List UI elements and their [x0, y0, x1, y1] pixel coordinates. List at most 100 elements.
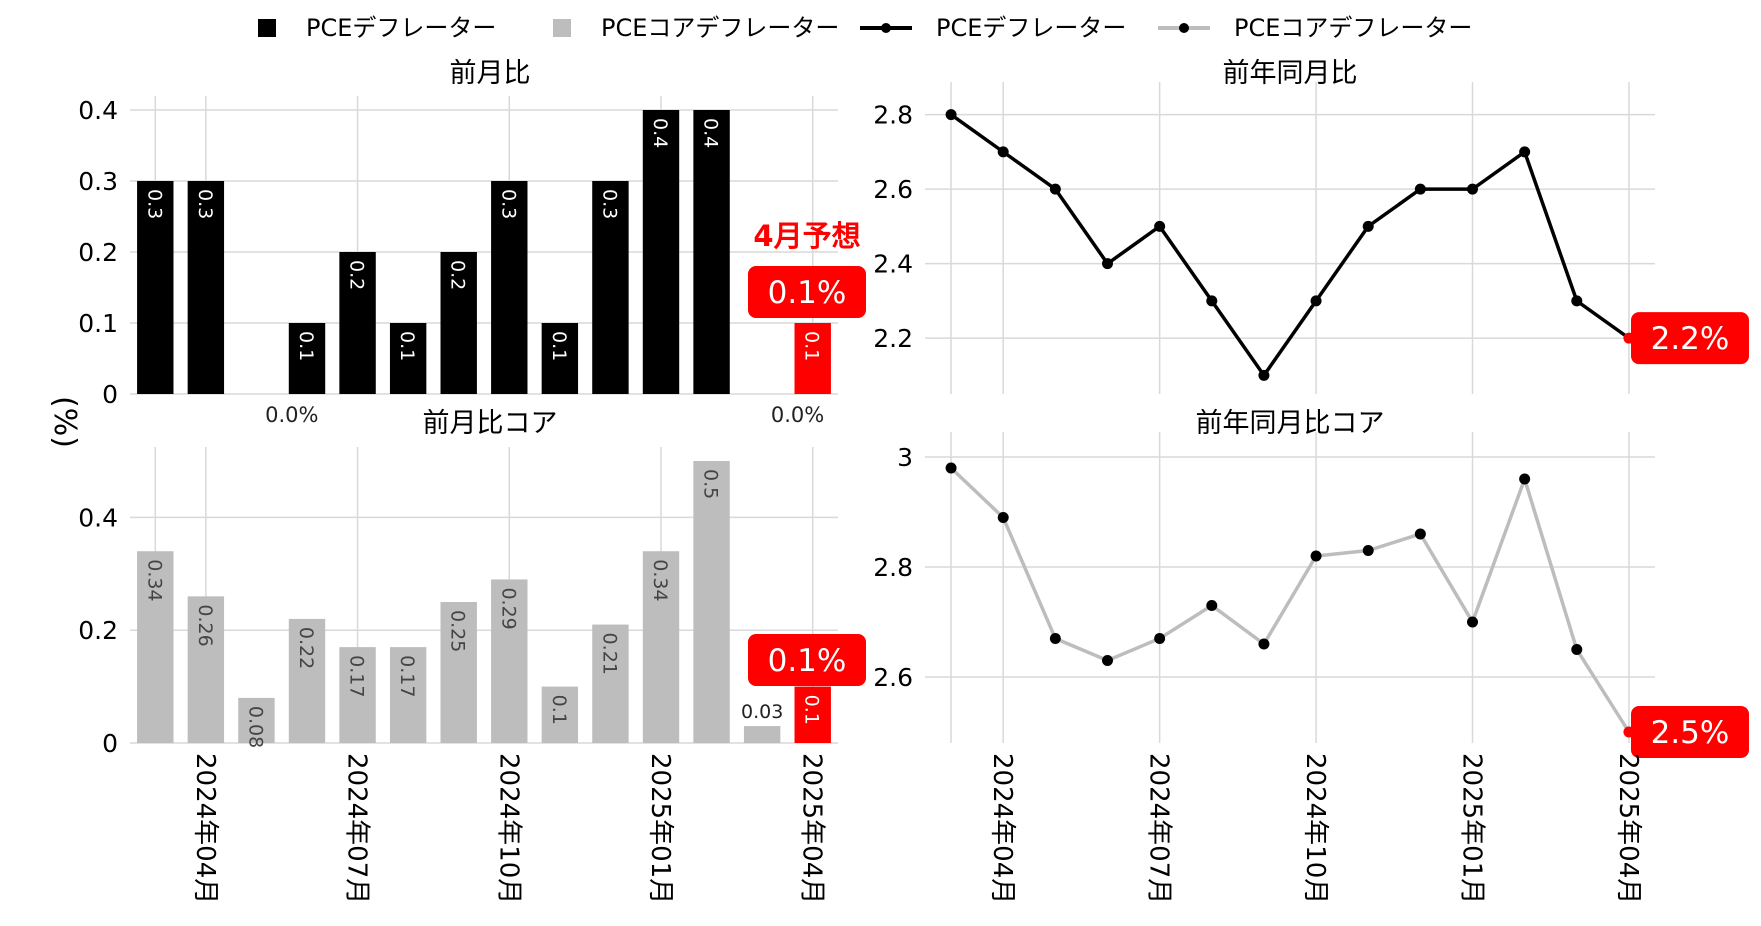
- xtick-2-0: 2024年04月: [190, 753, 220, 904]
- point-3-5: [1154, 220, 1166, 232]
- bar-2-9: [541, 686, 579, 743]
- bar-label-1-3: 0.0%: [265, 403, 318, 427]
- bar-label-2-4: 0.22: [295, 627, 317, 669]
- callout-2-text: 0.1%: [768, 643, 847, 679]
- point-4-6: [1206, 600, 1218, 611]
- point-3-11: [1467, 183, 1478, 195]
- ytick-1-2: 0.2: [78, 238, 118, 267]
- legend-swatch-2: [553, 19, 571, 37]
- point-4-13: [1571, 644, 1583, 655]
- panel-title-4: 前年同月比コア: [1196, 408, 1385, 439]
- ytick-4-0: 2.6: [873, 663, 913, 692]
- ytick-1-0: 0: [102, 380, 118, 409]
- bar-2-5: [339, 647, 376, 743]
- ytick-2-1: 0.2: [78, 616, 118, 645]
- bar-label-2-2: 0.26: [194, 604, 216, 646]
- legend-label-3: PCEデフレーター: [936, 14, 1126, 42]
- bar-1-6: [389, 323, 427, 394]
- point-3-10: [1414, 183, 1426, 195]
- ytick-2-0: 0: [102, 729, 118, 758]
- bar-label-1-5: 0.2: [346, 260, 368, 290]
- legend-label-4: PCEコアデフレーター: [1234, 14, 1472, 42]
- point-3-7: [1258, 369, 1270, 381]
- bar-label-1-10: 0.3: [598, 189, 620, 219]
- xtick-2-4: 2025年04月: [797, 753, 827, 904]
- bar-label-2-13: 0.03: [741, 701, 783, 723]
- xtick-2-2: 2024年10月: [493, 753, 523, 904]
- point-4-5: [1154, 633, 1166, 644]
- panel-title-1: 前月比: [450, 58, 531, 89]
- point-3-2: [997, 146, 1009, 158]
- bar-1-5: [339, 252, 376, 394]
- bar-1-4: [288, 323, 326, 394]
- bar-2-1: [137, 551, 174, 743]
- bar-label-1-7: 0.2: [447, 260, 469, 290]
- point-4-2: [997, 512, 1009, 523]
- legend: PCEデフレーター PCEコアデフレーター PCEデフレーター PCEコアデフレーター: [258, 14, 1472, 42]
- point-4-8: [1310, 550, 1322, 562]
- point-4-12: [1519, 473, 1531, 485]
- bar-label-1-4: 0.1: [295, 331, 317, 361]
- legend-marker-4: [1179, 23, 1189, 33]
- point-3-8: [1310, 295, 1322, 307]
- ytick-4-1: 2.8: [873, 553, 913, 582]
- bar-1-1: [137, 181, 174, 394]
- legend-label-1: PCEデフレーター: [306, 14, 496, 42]
- callout-4-box: [1631, 706, 1749, 758]
- bar-label-2-1: 0.34: [143, 559, 165, 601]
- bar-label-2-9: 0.1: [548, 695, 570, 725]
- bar-label-2-3: 0.08: [244, 706, 266, 748]
- xtick-4-4: 2025年04月: [1613, 753, 1643, 904]
- bar-2-8: [491, 579, 528, 743]
- series-line-3: [950, 113, 1630, 379]
- ytick-1-4: 0.4: [78, 96, 118, 125]
- point-3-13: [1571, 295, 1583, 307]
- callout-2-box: [748, 634, 866, 686]
- point-3-4: [1102, 258, 1113, 270]
- ytick-3-2: 2.6: [873, 175, 913, 204]
- xtick-4-3: 2025年01月: [1457, 753, 1487, 904]
- ytick-4-2: 3: [897, 443, 913, 472]
- point-4-7: [1258, 638, 1270, 650]
- xtick-2-1: 2024年07月: [342, 753, 372, 904]
- bar-1-12: [693, 110, 730, 394]
- bar-2-12: [693, 461, 730, 743]
- ytick-3-0: 2.2: [873, 324, 913, 353]
- xtick-4-2: 2024年10月: [1300, 753, 1330, 904]
- y-axis-label: (%): [47, 396, 82, 448]
- ytick-2-2: 0.4: [78, 503, 118, 532]
- panel-title-2: 前月比コア: [423, 408, 558, 439]
- point-4-3: [1049, 633, 1061, 644]
- callout-1-text: 0.1%: [768, 275, 847, 311]
- ytick-1-3: 0.3: [78, 167, 118, 196]
- point-4-9: [1362, 545, 1374, 556]
- bar-label-1-2: 0.3: [194, 189, 216, 219]
- series-line-4: [949, 466, 1631, 733]
- point-3-9: [1362, 220, 1374, 232]
- bar-1-2: [187, 181, 225, 394]
- bar-2-13: [743, 726, 781, 743]
- bar-1-10: [592, 181, 629, 394]
- callout-1-box: [748, 266, 866, 318]
- bar-2-4: [288, 618, 326, 743]
- bar-2-2: [187, 596, 225, 743]
- bar-1-8: [491, 181, 528, 394]
- bar-label-2-12: 0.5: [700, 469, 722, 499]
- legend-label-2: PCEコアデフレーター: [601, 14, 839, 42]
- bar-1-11: [642, 110, 680, 394]
- bar-label-1-13: 0.0%: [771, 403, 824, 427]
- legend-swatch-1: [258, 19, 276, 37]
- callout-4-text: 2.5%: [1651, 715, 1730, 751]
- bar-1-7: [440, 252, 477, 394]
- ytick-3-3: 2.8: [873, 101, 913, 130]
- bar-2-6: [389, 647, 427, 743]
- xtick-2-3: 2025年01月: [645, 753, 675, 904]
- bar-label-2-6: 0.17: [396, 655, 418, 697]
- point-4-4: [1102, 655, 1113, 666]
- bar-label-2-14: 0.1: [801, 695, 823, 725]
- bar-label-2-5: 0.17: [346, 655, 368, 697]
- point-3-1: [945, 109, 957, 121]
- xtick-4-1: 2024年07月: [1144, 753, 1174, 904]
